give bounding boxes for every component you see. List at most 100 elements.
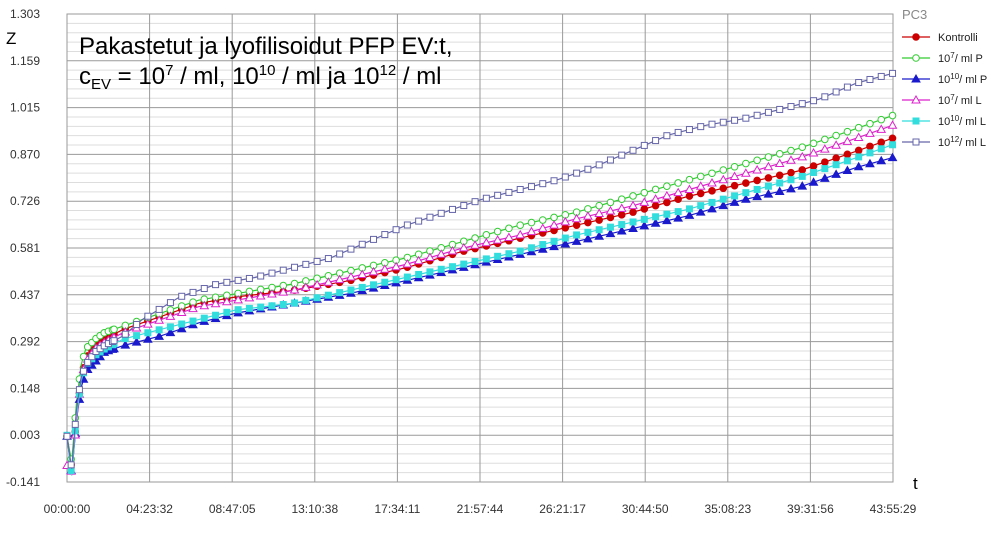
data-point (696, 189, 705, 198)
data-point (516, 221, 524, 230)
data-point (787, 168, 795, 177)
data-point (821, 158, 829, 166)
data-point (606, 156, 614, 164)
data-point (798, 143, 807, 152)
data-point (448, 205, 456, 213)
data-point (142, 334, 153, 343)
y-tick-label: 0.148 (10, 381, 40, 395)
data-point (708, 169, 716, 178)
data-point (210, 298, 221, 308)
data-point (763, 161, 774, 171)
y-axis-ticks: 1.303 1.159 1.015 0.870 0.726 0.581 0.437 0.292… (6, 7, 40, 489)
data-point (866, 149, 874, 157)
data-point (662, 215, 672, 225)
data-point (279, 301, 287, 309)
data-point (775, 171, 784, 180)
data-point (640, 141, 648, 149)
data-point (561, 173, 569, 181)
data-point (696, 172, 705, 181)
data-point (482, 231, 491, 239)
data-point (776, 105, 784, 113)
data-point (831, 169, 841, 178)
legend-item: 107/ ml L (902, 93, 982, 107)
data-point (120, 340, 131, 349)
data-point (584, 218, 592, 227)
data-point (742, 189, 750, 197)
data-point (640, 205, 649, 213)
y-tick-label: 1.159 (10, 54, 40, 68)
data-point (912, 54, 920, 62)
data-point (674, 128, 682, 136)
data-point (629, 218, 637, 226)
data-point (740, 194, 751, 203)
data-point (742, 114, 750, 122)
data-point (617, 211, 626, 219)
data-point (300, 282, 311, 291)
data-point (573, 169, 581, 177)
data-point (584, 228, 592, 236)
data-point (832, 131, 840, 140)
data-point (504, 232, 514, 242)
data-point (887, 152, 898, 162)
data-point (539, 180, 547, 188)
data-point (573, 231, 581, 239)
data-point (719, 118, 727, 126)
data-point (697, 123, 705, 131)
data-point (821, 165, 829, 173)
data-point (854, 146, 863, 155)
data-point (819, 144, 830, 153)
data-point (876, 124, 887, 133)
y-tick-label: -0.141 (6, 475, 40, 489)
data-point (616, 226, 627, 235)
data-point (255, 290, 266, 300)
data-point (381, 278, 389, 286)
data-point (234, 306, 242, 314)
data-point (616, 203, 627, 212)
y-tick-label: 1.015 (10, 101, 40, 115)
data-point (426, 213, 434, 221)
data-point (133, 320, 141, 328)
data-point (911, 73, 921, 83)
data-point (268, 269, 276, 277)
data-point (843, 150, 852, 159)
x-axis-label: t (913, 474, 918, 493)
data-point (808, 177, 819, 186)
legend-label: 107/ ml L (938, 93, 982, 107)
data-point (821, 93, 829, 101)
data-point (154, 331, 165, 340)
data-point (458, 242, 469, 252)
data-point (866, 142, 874, 151)
data-point (832, 88, 840, 96)
data-point (189, 288, 197, 296)
data-point (763, 189, 774, 198)
data-point (494, 252, 502, 260)
data-point (223, 308, 231, 316)
data-point (144, 312, 152, 320)
data-point (358, 283, 366, 291)
data-point (617, 195, 626, 203)
data-point (583, 211, 593, 220)
legend-item: 1010/ ml L (902, 114, 986, 128)
data-point (437, 265, 445, 273)
data-point (538, 216, 547, 224)
x-tick-label: 17:34:11 (374, 502, 420, 516)
data-point (684, 210, 695, 219)
data-point (415, 217, 423, 225)
data-point (505, 224, 513, 233)
data-point (719, 195, 727, 203)
data-point (889, 141, 897, 149)
data-point (155, 305, 163, 313)
data-point (470, 240, 480, 249)
data-point (764, 182, 772, 190)
data-point (774, 158, 785, 168)
data-point (426, 268, 434, 276)
data-point (673, 213, 684, 222)
data-point (448, 263, 456, 271)
data-point (279, 266, 287, 274)
data-point (663, 182, 671, 191)
data-point (278, 287, 289, 296)
data-point (855, 79, 863, 87)
data-point (753, 185, 761, 193)
data-point (492, 235, 503, 244)
data-point (176, 323, 187, 333)
